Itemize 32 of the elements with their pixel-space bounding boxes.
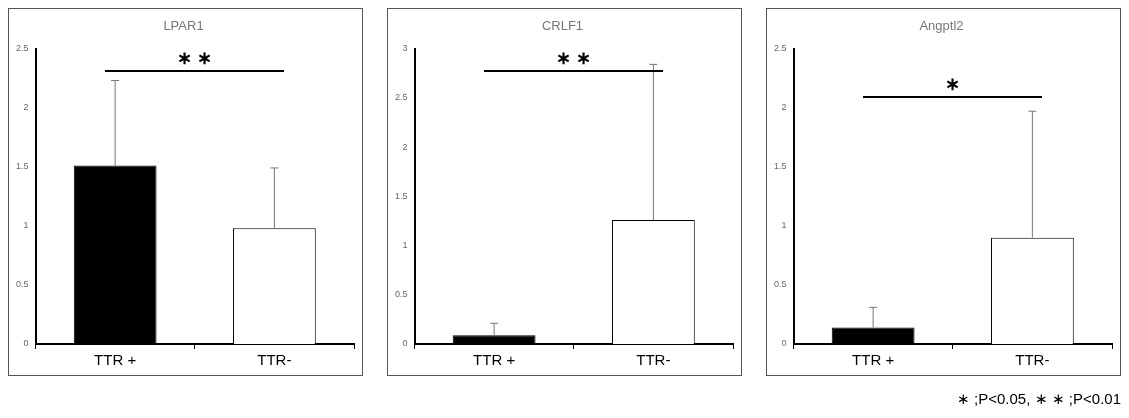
y-tick-label: 1.5 <box>16 161 29 172</box>
x-tick-label: TTR + <box>852 351 895 369</box>
annotation: ∗ ∗ <box>556 47 592 68</box>
y-tick-label: 2 <box>402 141 408 152</box>
annotation: ∗ ∗ <box>177 47 213 68</box>
x-tick-label: TTR- <box>257 351 292 369</box>
y-tick-label: 1 <box>781 220 787 231</box>
y-tick-label: 3 <box>402 43 408 54</box>
x-tick-label: TTR + <box>94 351 137 369</box>
y-tick-label: 2 <box>781 102 787 113</box>
x-tick-label: TTR- <box>636 351 671 369</box>
y-tick-label: 2.5 <box>774 43 787 54</box>
y-tick-label: 0 <box>781 338 787 349</box>
chart-title: LPAR1 <box>163 18 204 34</box>
x-tick-label: TTR- <box>1015 351 1050 369</box>
y-tick-label: 2.5 <box>16 43 29 54</box>
y-tick-label: 0.5 <box>16 279 29 290</box>
y-tick-label: 0 <box>402 338 408 349</box>
annotation: ∗ <box>945 74 961 95</box>
y-tick-label: 2 <box>23 102 29 113</box>
text: ∗ ;P<0.05, ∗ ∗ ;P<0.01 <box>955 390 1121 408</box>
y-tick-label: 1 <box>402 240 408 251</box>
y-tick-label: 1.5 <box>774 161 787 172</box>
y-tick-label: 1.5 <box>395 190 408 201</box>
y-tick-label: 0 <box>23 338 29 349</box>
y-tick-label: 1 <box>23 220 29 231</box>
y-tick-label: 0.5 <box>395 289 408 300</box>
y-tick-label: 0.5 <box>774 279 787 290</box>
x-tick-label: TTR + <box>473 351 516 369</box>
chart-title: Angptl2 <box>919 18 964 34</box>
chart-title: CRLF1 <box>541 18 584 34</box>
y-tick-label: 2.5 <box>395 92 408 103</box>
